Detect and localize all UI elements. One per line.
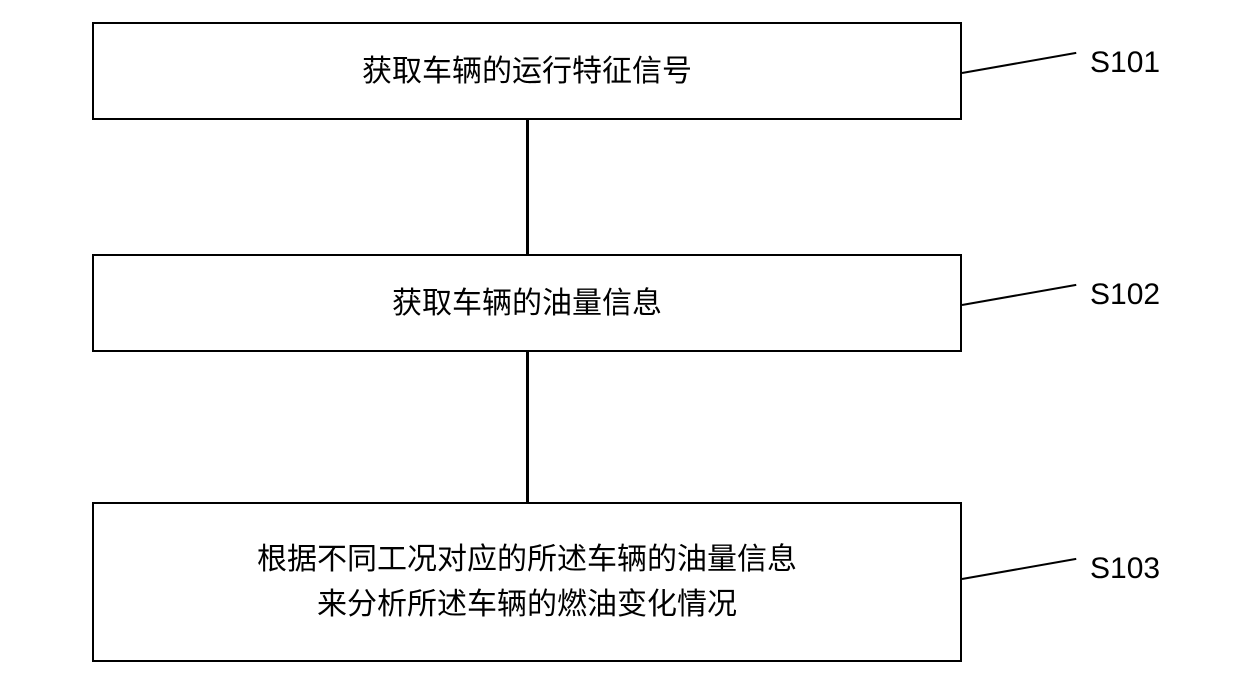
label-line-1 <box>962 52 1077 74</box>
flow-node-3: 根据不同工况对应的所述车辆的油量信息来分析所述车辆的燃油变化情况 <box>92 502 962 662</box>
step-label-3: S103 <box>1090 552 1160 586</box>
flow-node-1: 获取车辆的运行特征信号 <box>92 22 962 120</box>
flowchart-container: 获取车辆的运行特征信号 S101 获取车辆的油量信息 S102 根据不同工况对应… <box>0 0 1240 695</box>
connector-1-2 <box>526 120 529 254</box>
label-line-3 <box>962 558 1077 580</box>
connector-2-3 <box>526 352 529 502</box>
label-line-2 <box>962 284 1077 306</box>
step-label-1: S101 <box>1090 46 1160 80</box>
flow-node-3-text: 根据不同工况对应的所述车辆的油量信息来分析所述车辆的燃油变化情况 <box>249 529 805 635</box>
flow-node-2-text: 获取车辆的油量信息 <box>384 273 670 334</box>
flow-node-2: 获取车辆的油量信息 <box>92 254 962 352</box>
step-label-2: S102 <box>1090 278 1160 312</box>
flow-node-1-text: 获取车辆的运行特征信号 <box>354 41 700 102</box>
